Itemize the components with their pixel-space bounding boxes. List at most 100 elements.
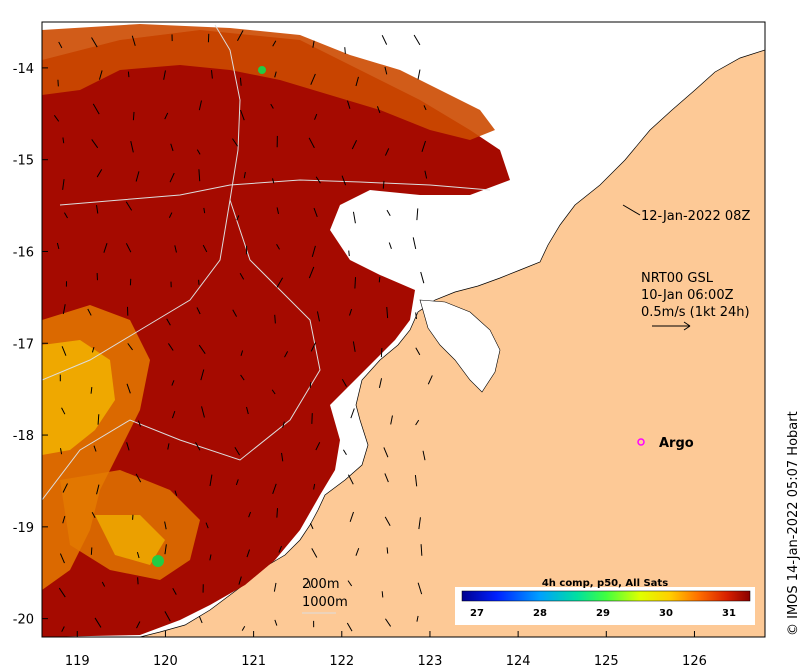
current-arrow — [310, 342, 317, 352]
current-arrow — [315, 176, 321, 184]
current-arrow — [316, 311, 320, 322]
sst-cold-spot — [258, 66, 266, 74]
current-arrow — [240, 374, 245, 381]
current-arrow — [96, 169, 103, 178]
current-arrow — [388, 242, 392, 249]
current-arrow — [136, 621, 141, 629]
current-arrow — [125, 201, 133, 211]
current-arrow — [61, 407, 66, 415]
x-tick-label: 119 — [65, 654, 90, 669]
x-tick-label: 120 — [153, 654, 178, 669]
current-arrow — [164, 521, 167, 530]
current-arrow — [276, 277, 284, 288]
current-arrow — [234, 446, 241, 456]
current-arrow — [172, 588, 177, 595]
timestamp-leader-line — [622, 204, 641, 216]
y-tick-label: -15 — [13, 154, 34, 169]
current-arrow — [130, 141, 134, 153]
current-arrow — [198, 344, 206, 354]
colorbar-tick-label: 31 — [722, 608, 736, 619]
current-arrow — [235, 479, 239, 486]
current-arrow — [238, 576, 242, 585]
current-arrow — [312, 40, 315, 48]
argo-float-marker — [637, 438, 645, 446]
current-arrow — [421, 140, 426, 152]
current-arrow — [346, 622, 353, 632]
current-arrow — [309, 522, 314, 530]
x-tick-label: 121 — [241, 654, 266, 669]
y-tick-label: -16 — [13, 245, 34, 260]
current-arrow — [243, 171, 246, 179]
current-arrow — [415, 419, 420, 426]
current-arrow — [209, 554, 212, 561]
current-arrow — [98, 70, 103, 80]
current-arrow — [311, 245, 316, 258]
current-arrow — [166, 318, 171, 326]
current-arrow — [423, 105, 427, 111]
current-arrow — [380, 347, 383, 358]
current-arrow — [276, 508, 278, 518]
current-arrow — [274, 619, 278, 626]
current-arrow — [101, 581, 106, 587]
current-arrow — [272, 483, 277, 494]
current-arrow — [341, 379, 347, 387]
current-arrow — [270, 103, 274, 109]
current-arrow — [315, 442, 321, 451]
current-arrow — [310, 73, 316, 85]
argo-label: Argo — [659, 436, 694, 451]
current-arrow — [308, 580, 311, 588]
current-arrow — [246, 549, 251, 558]
current-arrow — [94, 617, 102, 628]
current-arrow — [344, 47, 346, 54]
current-arrow — [274, 314, 276, 324]
current-arrow — [412, 237, 417, 250]
current-arrow — [167, 443, 170, 450]
current-arrow — [240, 109, 245, 121]
current-arrow — [384, 66, 388, 75]
current-arrow — [60, 448, 63, 455]
current-arrow — [168, 212, 173, 218]
current-arrow — [313, 207, 318, 218]
current-arrow — [167, 343, 174, 351]
current-arrow — [384, 516, 391, 526]
current-arrow — [91, 139, 99, 149]
current-arrow — [239, 77, 242, 86]
current-arrow — [171, 380, 175, 386]
isobath-200m-label: 200m — [302, 577, 339, 592]
current-arrow — [58, 41, 63, 49]
current-arrow — [62, 179, 65, 190]
current-arrow — [420, 544, 423, 556]
current-arrow — [91, 37, 98, 48]
x-tick-label: 126 — [682, 654, 707, 669]
current-arrow — [378, 276, 381, 283]
current-arrow — [415, 312, 417, 320]
current-arrow — [417, 582, 423, 595]
current-arrow — [311, 548, 318, 558]
current-arrow — [384, 148, 390, 156]
current-arrow — [201, 406, 205, 418]
current-arrow — [274, 71, 277, 78]
current-arrow — [420, 271, 425, 284]
current-arrow — [202, 244, 208, 253]
current-arrow — [63, 212, 68, 219]
current-source-label: NRT00 GSL — [641, 271, 714, 286]
current-arrow — [196, 149, 201, 155]
current-arrow — [349, 511, 354, 522]
current-arrow — [313, 483, 316, 490]
colorbar-ticks: 27 28 29 30 31 — [470, 608, 736, 619]
current-arrow — [237, 30, 244, 41]
current-arrow — [354, 277, 357, 289]
isobath-200m-line — [42, 24, 241, 381]
current-arrow — [413, 34, 421, 46]
current-arrow — [132, 111, 135, 121]
current-arrow — [348, 250, 350, 257]
current-arrow — [341, 175, 347, 186]
current-arrow — [241, 626, 246, 631]
current-arrow — [347, 580, 353, 587]
current-arrow — [58, 587, 66, 598]
current-arrow — [169, 172, 175, 183]
current-arrow — [309, 382, 312, 388]
current-arrow — [97, 414, 100, 425]
current-arrow — [196, 307, 201, 315]
current-arrow — [126, 383, 131, 394]
